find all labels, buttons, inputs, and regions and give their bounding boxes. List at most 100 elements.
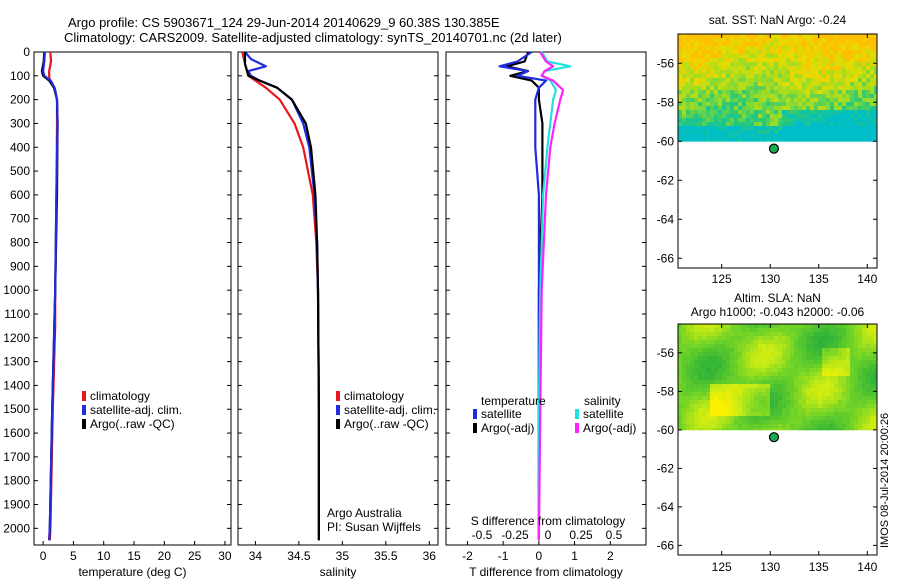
depth-tick-label: 700	[10, 212, 30, 226]
x-tick-label: 10	[97, 549, 111, 563]
depth-tick-label: 1700	[3, 450, 30, 464]
sla-map-title: Altim. SLA: NaN	[734, 291, 821, 305]
legend-label: Argo(-adj)	[481, 421, 534, 435]
x-tick-label: 34	[249, 549, 263, 563]
depth-tick-label: 1800	[3, 474, 30, 488]
map-y-tick-label: -66	[657, 251, 675, 265]
map-x-tick-label: 135	[809, 272, 829, 286]
map-y-tick-label: -58	[657, 384, 675, 398]
sst-map-frame	[677, 33, 878, 269]
salinity-xlabel: salinity	[320, 565, 357, 579]
depth-tick-label: 2000	[3, 521, 30, 535]
legend-label: satellite	[583, 407, 624, 421]
map-x-tick-label: 130	[760, 272, 780, 286]
map-y-tick-label: -64	[657, 212, 675, 226]
imos-timestamp: IMOS 08-Jul-2014 20:00:26	[879, 413, 891, 548]
depth-tick-label: 500	[10, 164, 30, 178]
temperature-plot-frame	[33, 51, 232, 546]
map-x-tick-label: 130	[760, 560, 780, 574]
x-tick-label: -1	[498, 549, 509, 563]
x-tick-label: 5	[70, 549, 77, 563]
map-y-tick-label: -56	[657, 56, 675, 70]
salinity-plot-frame	[237, 51, 439, 546]
x-tick-label: 36	[423, 549, 437, 563]
map-y-tick-label: -56	[657, 346, 675, 360]
x-tick-label: 15	[127, 549, 141, 563]
legend-label: Argo(-adj)	[583, 421, 636, 435]
depth-tick-label: 800	[10, 236, 30, 250]
difference-series-sal_satellite	[537, 51, 572, 541]
depth-tick-label: 1600	[3, 426, 30, 440]
legend-label: Argo(..raw -QC)	[90, 417, 175, 431]
temperature-xlabel: temperature (deg C)	[78, 565, 186, 579]
salinity-panel: 34 34.5 35 35.5 36 salinity climatologysatelli…	[237, 51, 439, 579]
legend-label: satellite-adj. clim.	[344, 403, 436, 417]
legend-label: satellite-adj. clim.	[90, 403, 182, 417]
depth-tick-label: 200	[10, 93, 30, 107]
depth-tick-label: 100	[10, 69, 30, 83]
map-x-tick-label: 125	[712, 560, 732, 574]
map-y-tick-label: -58	[657, 95, 675, 109]
map-y-tick-label: -64	[657, 500, 675, 514]
depth-tick-label: 1100	[4, 307, 30, 321]
x-tick-label: -2	[462, 549, 473, 563]
map-y-tick-label: -62	[657, 461, 675, 475]
annotation-text: PI: Susan Wijffels	[327, 520, 421, 534]
difference-xlabel: T difference from climatology	[469, 565, 623, 579]
x-tick-label: 30	[218, 549, 232, 563]
depth-tick-label: 900	[10, 259, 30, 273]
depth-tick-label: 1500	[3, 402, 30, 416]
map-x-tick-label: 140	[857, 272, 877, 286]
map-y-tick-label: -66	[657, 538, 675, 552]
depth-tick-label: 1400	[3, 378, 30, 392]
map-y-tick-label: -60	[657, 423, 675, 437]
temperature-panel: 0100200300400500600700800900100011001200…	[3, 45, 232, 579]
s-tick-label: -0.5	[472, 528, 493, 542]
map-x-tick-label: 135	[809, 560, 829, 574]
depth-tick-label: 1000	[3, 283, 30, 297]
depth-tick-label: 1900	[3, 498, 30, 512]
annotation-text: Argo Australia	[327, 506, 402, 520]
s-tick-label: -0.25	[501, 528, 529, 542]
legend-label: climatology	[344, 389, 404, 403]
map-x-tick-label: 140	[857, 560, 877, 574]
depth-tick-label: 1300	[3, 355, 30, 369]
x-tick-label: 20	[158, 549, 172, 563]
legend-heading-temperature: temperature	[481, 394, 546, 408]
depth-tick-label: 300	[10, 116, 30, 130]
s-tick-label: 0	[545, 528, 552, 542]
x-tick-label: 0	[40, 549, 47, 563]
sla-map-frame	[677, 323, 878, 556]
depth-tick-label: 1200	[3, 331, 30, 345]
difference-series-satellite	[498, 51, 548, 541]
difference-series-sal_argo	[537, 51, 565, 541]
header-line-2: Climatology: CARS2009. Satellite-adjuste…	[64, 30, 562, 45]
depth-tick-label: 400	[10, 140, 30, 154]
x-tick-label: 2	[607, 549, 614, 563]
legend-label: satellite	[481, 407, 522, 421]
argo-position-marker	[768, 432, 780, 443]
s-tick-label: 0.5	[606, 528, 623, 542]
x-tick-label: 25	[188, 549, 202, 563]
x-tick-label: 0	[536, 549, 543, 563]
x-tick-label: 35	[336, 549, 350, 563]
x-tick-label: 35.5	[374, 549, 398, 563]
map-x-tick-label: 125	[712, 272, 732, 286]
x-tick-label: 34.5	[287, 549, 311, 563]
header-line-1: Argo profile: CS 5903671_124 29-Jun-2014…	[68, 15, 500, 30]
s-tick-label: 0.25	[569, 528, 593, 542]
depth-tick-label: 0	[23, 45, 30, 59]
temperature-series-satellite	[41, 51, 59, 541]
sla-map-field	[678, 324, 877, 431]
difference-panel: -2 -1 0 1 2 T difference from climatology temp…	[445, 51, 647, 579]
sst-map-field	[678, 34, 877, 142]
map-y-tick-label: -60	[657, 134, 675, 148]
x-tick-label: 1	[571, 549, 578, 563]
legend-label: climatology	[90, 389, 150, 403]
legend-label: Argo(..raw -QC)	[344, 417, 429, 431]
argo-position-marker	[768, 143, 780, 154]
map-y-tick-label: -62	[657, 173, 675, 187]
salinity-series-argo	[243, 52, 320, 541]
